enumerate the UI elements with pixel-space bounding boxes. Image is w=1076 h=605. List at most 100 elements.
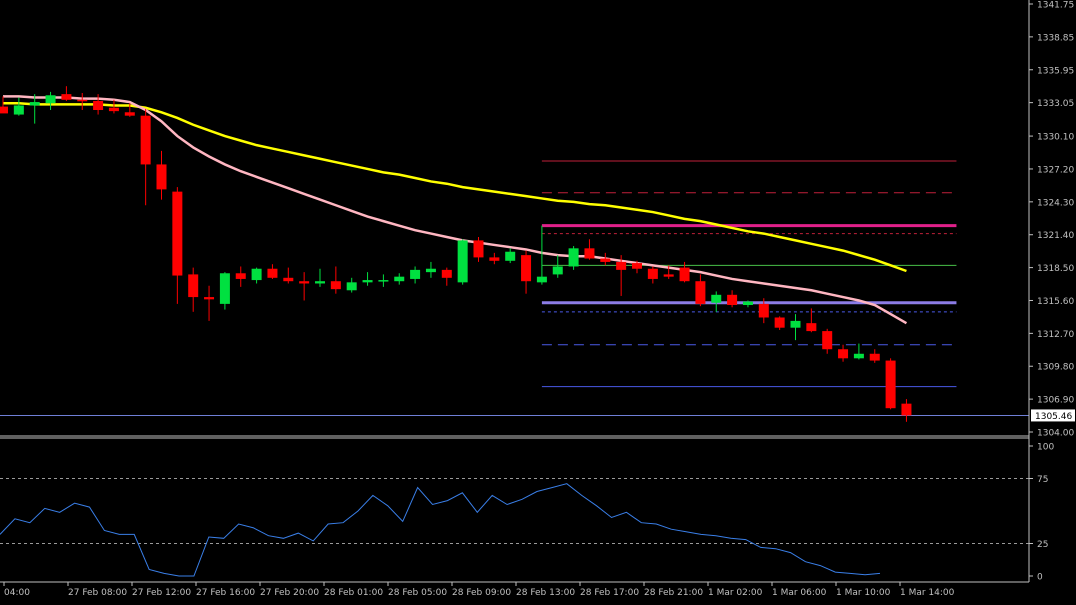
candle-body[interactable]	[473, 240, 484, 258]
current-price-tag	[1031, 409, 1075, 422]
candle-body[interactable]	[204, 297, 215, 300]
candle-body[interactable]	[425, 268, 436, 273]
oscillator-tick-label: 75	[1037, 475, 1048, 485]
time-tick-label: 28 Feb 01:00	[324, 588, 383, 598]
candle-body[interactable]	[489, 257, 500, 261]
price-tick-label: 1333.05	[1037, 99, 1074, 109]
time-tick-label: 28 Feb 21:00	[644, 588, 703, 598]
candle-body[interactable]	[679, 267, 690, 282]
candle-body[interactable]	[568, 248, 579, 267]
candle-body[interactable]	[45, 95, 56, 104]
time-tick-label: 1 Mar 02:00	[708, 588, 763, 598]
candle-body[interactable]	[774, 317, 785, 328]
time-tick-label: 28 Feb 05:00	[388, 588, 447, 598]
candle-body[interactable]	[632, 263, 642, 269]
oscillator-line	[0, 483, 881, 577]
candle-body[interactable]	[346, 282, 357, 291]
candle-body[interactable]	[441, 269, 452, 278]
candle-body[interactable]	[330, 281, 341, 290]
price-tick-label: 1324.30	[1037, 198, 1074, 208]
candle-body[interactable]	[140, 115, 151, 165]
candle-body[interactable]	[853, 353, 864, 359]
price-tick-label: 1330.10	[1037, 133, 1074, 143]
price-tick-label: 1309.80	[1037, 363, 1074, 373]
candle-body[interactable]	[584, 248, 595, 259]
price-tick-label: 1315.60	[1037, 297, 1074, 307]
candle-body[interactable]	[394, 276, 405, 282]
candle-body[interactable]	[552, 266, 563, 275]
candle-body[interactable]	[362, 280, 373, 283]
candle-body[interactable]	[124, 112, 135, 116]
price-tick-label: 1304.00	[1037, 429, 1074, 439]
price-tick-label: 1341.75	[1037, 1, 1074, 11]
candle-body[interactable]	[505, 251, 516, 261]
time-tick-label: 28 Feb 09:00	[452, 588, 511, 598]
price-tick-label: 1312.70	[1037, 330, 1074, 340]
oscillator-pane[interactable]	[0, 478, 1029, 577]
current-price-label: 1305.46	[1035, 412, 1072, 422]
time-tick-label: 27 Feb 08:00	[68, 588, 127, 598]
candle-body[interactable]	[13, 105, 24, 115]
candle-body[interactable]	[869, 353, 880, 361]
oscillator-tick-label: 0	[1037, 573, 1043, 583]
candle-body[interactable]	[93, 100, 104, 111]
slow-moving-average-line	[3, 101, 907, 273]
candle-body[interactable]	[156, 164, 167, 190]
candle-body[interactable]	[536, 276, 547, 283]
candle-body[interactable]	[77, 99, 88, 102]
candle-body[interactable]	[410, 269, 421, 279]
candle-body[interactable]	[901, 403, 912, 416]
candle-body[interactable]	[600, 258, 611, 262]
candle-body[interactable]	[251, 268, 262, 281]
candle-body[interactable]	[885, 360, 896, 409]
candle-body[interactable]	[219, 273, 230, 304]
candle-body[interactable]	[758, 303, 769, 318]
time-tick-label: 27 Feb 16:00	[196, 588, 255, 598]
candle-body[interactable]	[647, 268, 658, 279]
candle-body[interactable]	[790, 320, 801, 328]
price-tick-label: 1327.20	[1037, 165, 1074, 175]
price-pane[interactable]	[0, 86, 1029, 422]
candle-body[interactable]	[838, 349, 849, 359]
candle-body[interactable]	[299, 281, 310, 284]
candle-body[interactable]	[727, 294, 738, 306]
fast-moving-average-line	[3, 95, 908, 325]
time-tick-label: 1 Mar 14:00	[900, 588, 955, 598]
oscillator-tick-label: 100	[1037, 443, 1054, 453]
candle-body[interactable]	[695, 281, 706, 304]
candle-body[interactable]	[61, 94, 72, 100]
candle-body[interactable]	[711, 294, 722, 303]
candle-body[interactable]	[283, 277, 294, 282]
price-tick-label: 1318.50	[1037, 264, 1074, 274]
time-tick-label: 27 Feb 20:00	[260, 588, 319, 598]
time-tick-label: 27 Feb 12:00	[132, 588, 191, 598]
price-tick-label: 1321.40	[1037, 231, 1074, 241]
price-tick-label: 1335.95	[1037, 66, 1074, 76]
candle-body[interactable]	[108, 107, 119, 112]
candle-body[interactable]	[315, 281, 325, 284]
price-tick-label: 1338.85	[1037, 33, 1074, 43]
candle-body[interactable]	[616, 261, 627, 270]
candle-body[interactable]	[521, 255, 532, 282]
time-tick-label: 28 Feb 13:00	[516, 588, 575, 598]
candle-body[interactable]	[742, 301, 753, 306]
candle-body[interactable]	[822, 331, 833, 350]
candle-body[interactable]	[378, 280, 389, 282]
candle-body[interactable]	[806, 323, 817, 332]
candle-body[interactable]	[235, 273, 246, 279]
candle-body[interactable]	[267, 268, 278, 278]
candle-body[interactable]	[663, 274, 674, 277]
time-tick-label: 1 Mar 06:00	[772, 588, 827, 598]
candle-body[interactable]	[0, 106, 8, 114]
candle-body[interactable]	[188, 274, 199, 298]
candle-body[interactable]	[29, 102, 40, 106]
time-tick-label: 1 Mar 10:00	[836, 588, 891, 598]
oscillator-tick-label: 25	[1037, 540, 1048, 550]
price-tick-label: 1306.90	[1037, 396, 1074, 406]
time-tick-label: 28 Feb 17:00	[580, 588, 639, 598]
candle-body[interactable]	[457, 240, 468, 283]
time-tick-label: 04:00	[4, 588, 30, 598]
candle-body[interactable]	[172, 191, 183, 276]
